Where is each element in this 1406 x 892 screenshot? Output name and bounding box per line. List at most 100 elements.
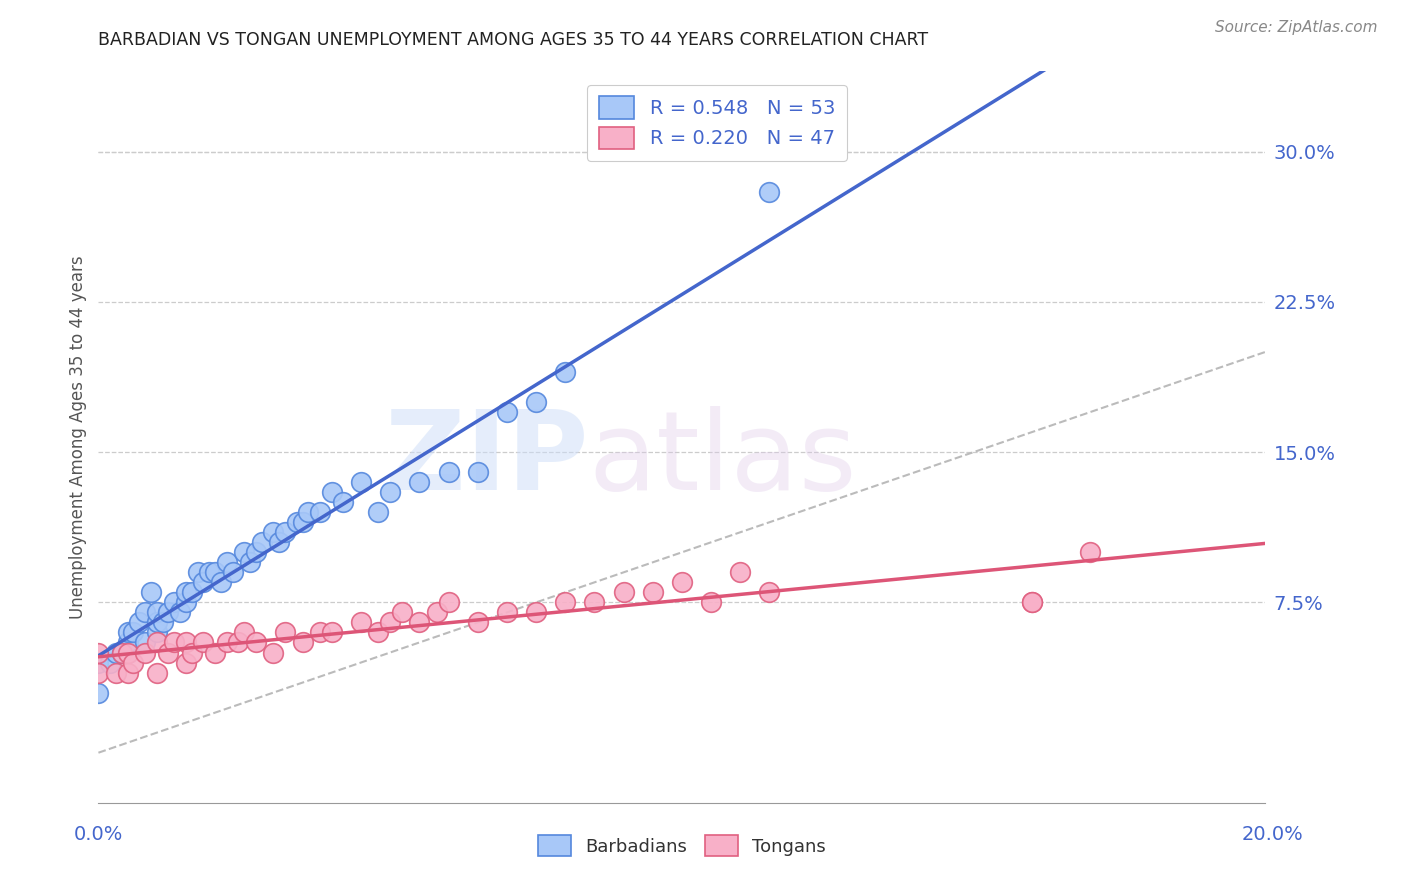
Point [437, 465, 460, 479]
Point [297, 505, 319, 519]
Point [174, 656, 197, 670]
Point [291, 515, 314, 529]
Point [169, 606, 191, 620]
Point [671, 575, 693, 590]
Point [87, 665, 110, 680]
Point [128, 615, 150, 630]
Point [146, 625, 169, 640]
Point [87, 656, 110, 670]
Point [111, 646, 134, 660]
Point [245, 545, 267, 559]
Point [524, 395, 547, 409]
Point [262, 525, 284, 540]
Point [146, 665, 169, 680]
Point [228, 635, 250, 649]
Text: BARBADIAN VS TONGAN UNEMPLOYMENT AMONG AGES 35 TO 44 YEARS CORRELATION CHART: BARBADIAN VS TONGAN UNEMPLOYMENT AMONG A… [98, 31, 928, 49]
Point [204, 566, 226, 580]
Point [98, 656, 121, 670]
Point [1021, 595, 1043, 609]
Point [367, 625, 389, 640]
Point [122, 656, 145, 670]
Point [146, 635, 169, 649]
Text: 20.0%: 20.0% [1241, 824, 1303, 844]
Point [309, 625, 332, 640]
Point [117, 646, 139, 660]
Point [134, 646, 156, 660]
Point [87, 646, 110, 660]
Point [209, 575, 232, 590]
Point [378, 615, 402, 630]
Point [139, 585, 162, 599]
Point [426, 606, 449, 620]
Point [554, 365, 576, 379]
Point [1080, 545, 1102, 559]
Point [728, 566, 751, 580]
Point [221, 566, 243, 580]
Point [291, 635, 314, 649]
Point [495, 606, 517, 620]
Point [134, 606, 156, 620]
Point [524, 606, 547, 620]
Point [104, 665, 127, 680]
Point [233, 625, 256, 640]
Point [117, 646, 139, 660]
Point [174, 635, 197, 649]
Point [309, 505, 332, 519]
Point [157, 646, 180, 660]
Point [215, 635, 238, 649]
Point [641, 585, 664, 599]
Point [245, 635, 267, 649]
Point [250, 535, 273, 549]
Point [274, 625, 297, 640]
Point [378, 485, 402, 500]
Point [700, 595, 723, 609]
Text: atlas: atlas [589, 406, 858, 513]
Point [437, 595, 460, 609]
Point [467, 465, 489, 479]
Point [180, 646, 202, 660]
Point [104, 646, 127, 660]
Point [117, 625, 139, 640]
Point [285, 515, 308, 529]
Point [157, 606, 180, 620]
Point [233, 545, 256, 559]
Point [321, 625, 343, 640]
Point [163, 635, 186, 649]
Point [134, 635, 156, 649]
Point [391, 606, 413, 620]
Point [180, 585, 202, 599]
Point [117, 635, 139, 649]
Text: ZIP: ZIP [385, 406, 589, 513]
Point [612, 585, 634, 599]
Point [350, 475, 373, 490]
Point [87, 685, 110, 699]
Point [554, 595, 576, 609]
Text: Source: ZipAtlas.com: Source: ZipAtlas.com [1215, 20, 1378, 35]
Y-axis label: Unemployment Among Ages 35 to 44 years: Unemployment Among Ages 35 to 44 years [69, 255, 87, 619]
Text: 0.0%: 0.0% [73, 824, 124, 844]
Point [174, 595, 197, 609]
Point [332, 495, 354, 509]
Point [111, 646, 134, 660]
Point [269, 535, 291, 549]
Point [146, 615, 169, 630]
Point [408, 615, 430, 630]
Point [193, 635, 215, 649]
Point [758, 585, 780, 599]
Point [583, 595, 606, 609]
Point [152, 615, 174, 630]
Point [198, 566, 221, 580]
Point [262, 646, 284, 660]
Point [350, 615, 373, 630]
Point [174, 585, 197, 599]
Point [146, 606, 169, 620]
Point [122, 625, 145, 640]
Point [117, 665, 139, 680]
Point [204, 646, 226, 660]
Point [367, 505, 389, 519]
Point [495, 405, 517, 419]
Point [274, 525, 297, 540]
Point [408, 475, 430, 490]
Point [239, 555, 262, 569]
Point [193, 575, 215, 590]
